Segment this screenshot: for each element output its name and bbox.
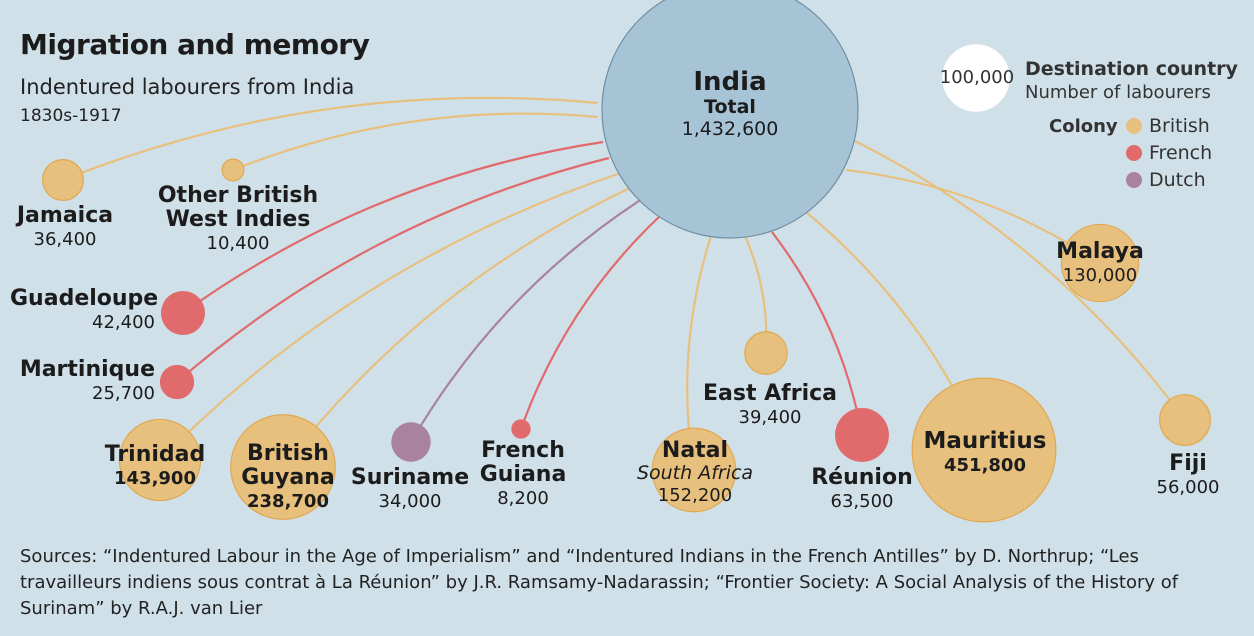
trinidad-name: Trinidad [104, 442, 206, 467]
label-fiji: Fiji 56,000 [1140, 451, 1236, 499]
east-africa-name: East Africa [702, 381, 838, 406]
fiji-value: 56,000 [1156, 477, 1220, 499]
label-other-british-west-indies: Other British West Indies 10,400 [150, 183, 326, 255]
fguiana-name-2: Guiana [479, 462, 567, 488]
chart-subtitle: Indentured labourers from India [20, 75, 355, 99]
label-reunion: Réunion 63,500 [802, 465, 922, 513]
legend-swatch-dutch [1126, 172, 1142, 188]
bubble-british-guyana [230, 414, 336, 520]
fguiana-name-1: French [481, 438, 565, 463]
guyana-name-1: British [247, 441, 329, 466]
guadeloupe-name: Guadeloupe [10, 286, 159, 311]
bubble-trinidad [118, 418, 202, 502]
malaya-value: 130,000 [1062, 265, 1138, 287]
suriname-value: 34,000 [378, 491, 442, 513]
india-value: 1,432,600 [681, 118, 779, 141]
label-malaya: Malaya 130,000 [1045, 239, 1155, 287]
label-french-guiana: French Guiana 8,200 [468, 438, 578, 510]
malaya-name: Malaya [1056, 239, 1144, 264]
label-suriname: Suriname 34,000 [350, 465, 470, 513]
connector-jamaica [62, 96, 599, 182]
legend-item-french: French [1149, 142, 1213, 164]
obwi-value: 10,400 [206, 233, 270, 255]
bubble-jamaica [41, 158, 85, 202]
natal-name: Natal [661, 438, 729, 463]
bubble-other-british-west-indies [221, 158, 245, 182]
bubble-india [601, 0, 859, 239]
bubble-french-guiana [511, 419, 531, 439]
chart-title: Migration and memory [20, 28, 370, 61]
bubble-suriname [391, 422, 431, 462]
bubble-mauritius [911, 377, 1057, 523]
legend-reference-value: 100,000 [939, 67, 1015, 88]
legend-item-dutch: Dutch [1149, 169, 1206, 191]
bubble-malaya [1060, 223, 1140, 303]
connector-r-union [771, 231, 864, 436]
bubbles [41, 0, 1211, 523]
natal-value: 152,200 [657, 485, 733, 507]
label-martinique: Martinique 25,700 [10, 357, 155, 405]
obwi-name-2: West Indies [165, 207, 311, 233]
legend-number-label: Number of labourers [1025, 82, 1211, 103]
fiji-name: Fiji [1169, 451, 1207, 476]
obwi-name-1: Other British [157, 183, 319, 208]
connector-fiji [852, 139, 1186, 421]
connector-trinidad [159, 171, 622, 461]
label-british-guyana: British Guyana 238,700 [228, 441, 348, 513]
bubble-martinique [159, 364, 195, 400]
guadeloupe-value: 42,400 [92, 312, 155, 334]
martinique-value: 25,700 [92, 383, 155, 405]
fguiana-value: 8,200 [497, 488, 549, 510]
connector-other-british-west-indies [232, 112, 599, 172]
label-east-africa: East Africa 39,400 [700, 381, 840, 429]
jamaica-value: 36,400 [33, 229, 97, 251]
reunion-name: Réunion [811, 465, 913, 490]
bubble-natal [651, 427, 737, 513]
reunion-value: 63,500 [830, 491, 894, 513]
east-africa-value: 39,400 [738, 407, 802, 429]
jamaica-name: Jamaica [16, 203, 114, 228]
mauritius-value: 451,800 [944, 455, 1026, 477]
label-guadeloupe: Guadeloupe 42,400 [10, 286, 159, 334]
connector-french-guiana [519, 214, 662, 430]
legend-reference-bubble [942, 44, 1010, 112]
guyana-value: 238,700 [247, 491, 329, 513]
bubble-fiji [1159, 394, 1211, 446]
sources-note: Sources: “Indentured Labour in the Age o… [20, 546, 1179, 619]
label-natal: Natal South Africa 152,200 [628, 438, 762, 507]
mauritius-name: Mauritius [923, 428, 1047, 454]
connector-suriname [410, 196, 646, 443]
guyana-name-2: Guyana [241, 465, 335, 491]
legend-item-british: British [1149, 115, 1210, 137]
martinique-name: Martinique [19, 357, 155, 382]
connector-martinique [176, 156, 610, 383]
bubble-east-africa [744, 331, 788, 375]
suriname-name: Suriname [350, 465, 470, 490]
legend-swatch-british [1126, 118, 1142, 134]
bubble-guadeloupe [160, 290, 206, 336]
natal-sub: South Africa [636, 462, 754, 485]
legend-destination-label: Destination country [1025, 58, 1238, 80]
india-sub: Total [704, 95, 756, 118]
connector-guadeloupe [182, 140, 604, 314]
label-jamaica: Jamaica 36,400 [10, 203, 120, 251]
legend-colony-label: Colony [1049, 116, 1118, 137]
bubble-r-union [835, 408, 889, 462]
india-label: India Total 1,432,600 [650, 68, 810, 140]
connector-british-guyana [282, 186, 633, 468]
india-name: India [693, 67, 767, 97]
label-trinidad: Trinidad 143,900 [100, 442, 210, 490]
legend-swatch-french [1126, 145, 1142, 161]
trinidad-value: 143,900 [114, 468, 196, 490]
chart-period: 1830s-1917 [20, 106, 122, 126]
label-mauritius: Mauritius 451,800 [920, 428, 1050, 477]
